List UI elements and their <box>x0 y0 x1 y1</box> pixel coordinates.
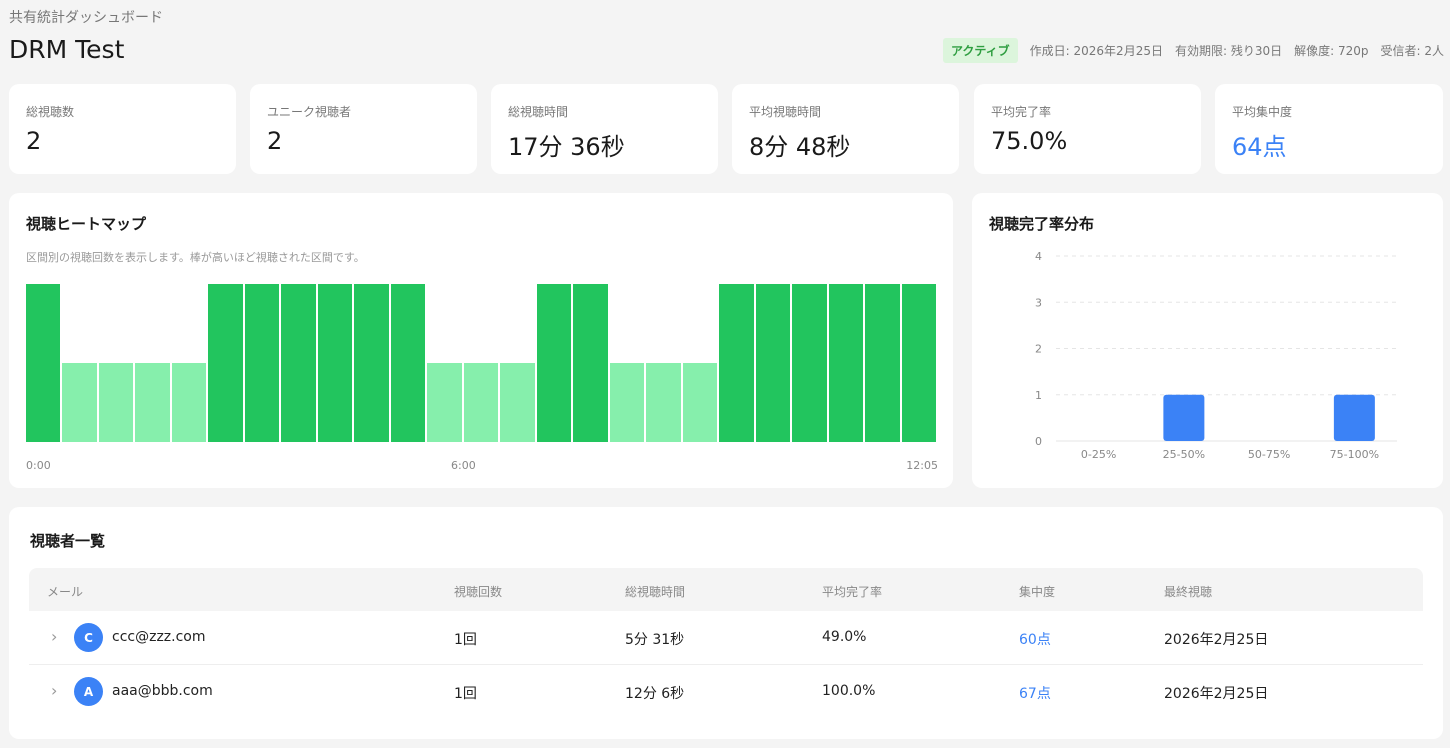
heatmap-bar <box>865 284 900 442</box>
heatmap-bar <box>26 284 61 442</box>
heatmap-tick-mid: 6:00 <box>451 459 476 472</box>
table-header <box>29 568 1423 611</box>
heatmap-bar <box>244 284 280 442</box>
created-date: 作成日: 2026年2月25日 <box>1029 43 1163 58</box>
viewer-last-viewed: 2026年2月25日 <box>1164 632 1269 648</box>
heatmap-bar <box>135 363 170 442</box>
stat-value: 64点 <box>1232 133 1287 161</box>
stat-value: 2 <box>26 127 42 155</box>
heatmap-bar <box>901 284 936 442</box>
heatmap-bar <box>792 284 827 442</box>
distribution-bar <box>1163 394 1205 441</box>
stat-card-unique-viewers: ユニーク視聴者 2 <box>250 84 477 174</box>
heatmap-bar <box>646 363 681 442</box>
y-tick-label: 2 <box>1035 343 1042 356</box>
viewer-last-viewed: 2026年2月25日 <box>1164 686 1269 702</box>
x-tick-label: 0-25% <box>1081 448 1116 461</box>
viewer-total-time: 12分 6秒 <box>625 686 685 702</box>
dashboard-subtitle: 共有統計ダッシュボード <box>9 10 163 26</box>
x-tick-label: 25-50% <box>1163 448 1205 461</box>
column-header-last-viewed: 最終視聴 <box>1164 585 1213 599</box>
chevron-right-icon[interactable]: › <box>51 627 58 646</box>
column-header-total-time: 総視聴時間 <box>625 585 686 599</box>
heatmap-bar <box>98 363 134 442</box>
stat-card-avg-focus: 平均集中度 64点 <box>1215 84 1443 174</box>
table-row[interactable]: › C ccc@zzz.com 1回 5分 31秒 49.0% 60点 2026… <box>29 611 1423 665</box>
stat-label: 平均完了率 <box>991 105 1052 119</box>
x-tick-label: 50-75% <box>1248 448 1290 461</box>
viewer-view-count: 1回 <box>454 686 477 702</box>
viewer-completion: 49.0% <box>822 629 867 645</box>
distribution-title: 視聴完了率分布 <box>989 215 1095 233</box>
viewers-title: 視聴者一覧 <box>30 532 106 550</box>
heatmap-bar <box>390 284 426 442</box>
heatmap-bar <box>609 363 645 442</box>
viewer-completion: 100.0% <box>822 683 876 699</box>
y-tick-label: 3 <box>1035 296 1042 309</box>
heatmap-tick-start: 0:00 <box>26 459 51 472</box>
heatmap-bar <box>500 363 535 442</box>
viewer-focus[interactable]: 60点 <box>1019 632 1051 648</box>
stat-card-total-views: 総視聴数 2 <box>9 84 236 174</box>
heatmap-tick-end: 12:05 <box>906 459 938 472</box>
y-tick-label: 0 <box>1035 435 1042 448</box>
stat-label: ユニーク視聴者 <box>267 105 352 119</box>
page-title: DRM Test <box>9 35 125 64</box>
stat-label: 平均視聴時間 <box>749 105 822 119</box>
table-row[interactable]: › A aaa@bbb.com 1回 12分 6秒 100.0% 67点 202… <box>29 665 1423 719</box>
heatmap-title: 視聴ヒートマップ <box>26 215 147 233</box>
avatar: A <box>74 677 103 706</box>
resolution-info: 解像度: 720p <box>1294 43 1369 58</box>
viewer-email: ccc@zzz.com <box>112 629 206 645</box>
viewers-card <box>9 507 1443 739</box>
share-meta: アクティブ 作成日: 2026年2月25日 有効期限: 残り30日 解像度: 7… <box>942 37 1445 63</box>
stat-card-avg-completion: 平均完了率 75.0% <box>974 84 1201 174</box>
x-tick-label: 75-100% <box>1330 448 1379 461</box>
stat-label: 総視聴数 <box>26 105 75 119</box>
stat-value: 2 <box>267 127 283 155</box>
chevron-right-icon[interactable]: › <box>51 681 58 700</box>
heatmap-bar <box>354 284 389 442</box>
stat-value: 17分 36秒 <box>508 133 625 161</box>
completion-distribution-card: 視聴完了率分布 0 1 2 3 4 0-25% 25-50% 50-75% 75-100% <box>972 193 1443 488</box>
y-tick-label: 1 <box>1035 389 1042 402</box>
heatmap-bar <box>755 284 791 442</box>
status-badge: アクティブ <box>942 37 1018 63</box>
distribution-bar <box>1333 394 1375 441</box>
stat-card-avg-watch-time: 平均視聴時間 8分 48秒 <box>732 84 959 174</box>
stat-label: 平均集中度 <box>1232 105 1293 119</box>
heatmap-bar <box>828 284 864 442</box>
heatmap-bar <box>171 363 207 442</box>
recipient-count: 受信者: 2人 <box>1380 43 1445 58</box>
heatmap-bar <box>536 284 572 442</box>
stat-value: 8分 48秒 <box>749 133 851 161</box>
column-header-focus: 集中度 <box>1019 585 1056 599</box>
column-header-views: 視聴回数 <box>454 585 503 599</box>
stat-label: 総視聴時間 <box>508 105 569 119</box>
viewer-email: aaa@bbb.com <box>112 683 213 699</box>
column-header-email: メール <box>47 585 84 599</box>
expiry-info: 有効期限: 残り30日 <box>1174 43 1283 58</box>
stat-card-total-watch-time: 総視聴時間 17分 36秒 <box>491 84 718 174</box>
heatmap-bar <box>463 363 499 442</box>
heatmap-bar <box>317 284 353 442</box>
heatmap-bar <box>682 363 718 442</box>
distribution-chart: 0 1 2 3 4 0-25% 25-50% 50-75% 75-100% <box>1035 250 1397 461</box>
viewer-focus[interactable]: 67点 <box>1019 686 1051 702</box>
heatmap-bar <box>62 363 97 442</box>
viewer-view-count: 1回 <box>454 632 477 648</box>
heatmap-description: 区間別の視聴回数を表示します。棒が高いほど視聴された区間です。 <box>26 251 365 264</box>
heatmap-bar <box>719 284 754 442</box>
heatmap-bar <box>427 363 462 442</box>
heatmap-bar <box>281 284 316 442</box>
heatmap-chart <box>26 284 938 442</box>
y-tick-label: 4 <box>1035 250 1042 263</box>
heatmap-bar <box>573 284 608 442</box>
stat-value: 75.0% <box>991 127 1068 155</box>
heatmap-bar <box>208 284 243 442</box>
avatar: C <box>74 623 103 652</box>
column-header-completion: 平均完了率 <box>822 585 883 599</box>
heatmap-card: 視聴ヒートマップ 区間別の視聴回数を表示します。棒が高いほど視聴された区間です。… <box>9 193 953 488</box>
viewer-total-time: 5分 31秒 <box>625 632 685 648</box>
